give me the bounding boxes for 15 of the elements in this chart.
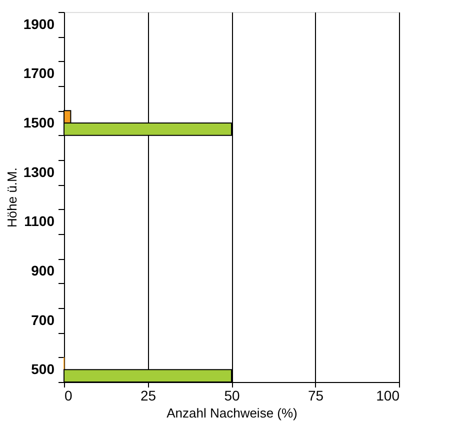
x-tick-label: 75: [308, 388, 324, 404]
y-tick-label: 500: [31, 361, 55, 378]
y-tick-label: 1500: [23, 114, 55, 130]
y-tick-label: 900: [31, 262, 55, 278]
y-tick-label: 700: [31, 312, 55, 328]
x-tick-label: 100: [376, 388, 400, 404]
x-axis-title: Anzahl Nachweise (%): [166, 406, 298, 420]
y-tick-label: 1300: [23, 164, 55, 180]
y-axis-title: Höhe ü.M.: [4, 168, 20, 228]
x-tick-label: 0: [64, 388, 72, 404]
y-tick-label: 1100: [24, 213, 55, 230]
y-tick-label: 1700: [23, 65, 55, 82]
x-tick-label: 50: [224, 388, 240, 404]
y-tick-label: 1900: [23, 16, 55, 32]
x-tick-label: 25: [140, 388, 156, 404]
